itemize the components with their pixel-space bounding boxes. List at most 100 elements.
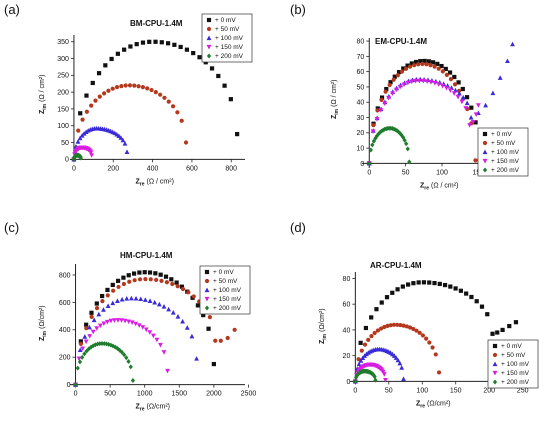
data-point xyxy=(397,360,403,366)
data-point xyxy=(400,284,405,289)
data-point xyxy=(148,277,153,282)
legend-marker xyxy=(204,269,210,275)
data-point xyxy=(100,299,105,304)
x-tick-label: 600 xyxy=(186,165,198,172)
panel-a: (a) BM-CPU-1.4M 0 50 100 150 200 250 300 350 0 200 4… xyxy=(4,2,253,187)
data-point xyxy=(142,297,148,302)
series-0-mV xyxy=(367,58,482,166)
data-point xyxy=(436,82,442,87)
series-100-mV xyxy=(71,125,130,162)
y-tick-label: 0 xyxy=(360,161,364,168)
data-point xyxy=(126,273,131,278)
panel-letter: (a) xyxy=(4,2,20,17)
data-point xyxy=(362,342,368,347)
data-point xyxy=(433,352,438,357)
data-point xyxy=(379,95,385,100)
data-point xyxy=(403,66,409,71)
data-point xyxy=(143,276,148,282)
y-tick-label: 200 xyxy=(59,355,71,362)
data-point xyxy=(424,79,430,84)
data-point xyxy=(147,270,153,275)
data-point xyxy=(122,140,128,146)
series-100-mV xyxy=(352,346,406,384)
data-point xyxy=(102,91,107,96)
data-point xyxy=(150,333,156,339)
data-point xyxy=(444,72,449,77)
data-point xyxy=(170,310,176,315)
data-point xyxy=(154,277,159,282)
legend-entry: + 0 mV xyxy=(213,269,234,276)
data-point xyxy=(137,270,142,275)
data-point xyxy=(191,294,196,299)
data-point xyxy=(374,117,380,122)
data-point xyxy=(495,330,500,335)
data-point xyxy=(407,325,413,330)
y-tick-label: 250 xyxy=(57,73,69,80)
chart-title: EM-CPU-1.4M xyxy=(375,37,427,46)
legend: + 0 mV + 50 mV + 100 mV + 150 mV + 200 mV xyxy=(487,339,539,389)
data-point xyxy=(179,284,185,289)
data-point xyxy=(448,284,453,289)
data-point xyxy=(483,102,489,108)
panel-letter: (b) xyxy=(290,2,306,17)
y-tick-label: 20 xyxy=(356,130,364,137)
data-point xyxy=(404,141,409,147)
data-point xyxy=(89,310,94,315)
data-point xyxy=(110,86,115,91)
data-point xyxy=(97,341,102,347)
data-point xyxy=(383,378,388,383)
data-point xyxy=(93,98,98,103)
data-point xyxy=(474,299,479,304)
y-tick-label: 800 xyxy=(59,272,71,279)
data-point xyxy=(119,318,124,323)
data-point xyxy=(396,70,402,75)
data-point xyxy=(165,41,171,46)
data-point xyxy=(409,79,415,85)
data-point xyxy=(366,337,371,342)
y-tick-label: 80 xyxy=(356,38,364,45)
data-point xyxy=(118,135,124,140)
data-point xyxy=(413,59,419,65)
data-point xyxy=(448,77,454,82)
legend-entry: + 100 mV xyxy=(215,35,244,42)
data-point xyxy=(100,293,105,299)
data-point xyxy=(142,270,147,275)
data-point xyxy=(195,303,201,308)
data-point xyxy=(359,348,364,353)
x-axis-label: Zre (Ω / cm²) xyxy=(420,182,458,191)
data-point xyxy=(456,90,462,96)
data-point xyxy=(407,159,412,165)
data-point xyxy=(432,280,437,286)
data-point xyxy=(358,340,363,345)
data-point xyxy=(89,153,95,158)
data-point xyxy=(158,342,163,348)
data-point xyxy=(435,61,440,66)
data-point xyxy=(78,155,83,161)
panel-b: (b)EM-CPU-1.4M01020304050607080050100150… xyxy=(290,2,529,191)
legend-marker xyxy=(204,278,210,284)
data-point xyxy=(401,66,406,71)
legend-marker xyxy=(204,305,210,311)
data-point xyxy=(122,47,127,52)
data-point xyxy=(110,282,115,288)
data-point xyxy=(164,280,169,285)
data-point xyxy=(370,142,375,148)
x-tick-label: 0 xyxy=(353,387,357,394)
data-point xyxy=(82,334,88,339)
series-50-mV xyxy=(367,61,478,166)
data-point xyxy=(161,303,167,309)
data-point xyxy=(101,307,106,312)
data-point xyxy=(382,324,387,330)
data-point xyxy=(95,341,100,347)
data-point xyxy=(213,338,218,343)
data-point xyxy=(440,83,446,89)
y-tick-label: 100 xyxy=(57,123,69,130)
data-point xyxy=(132,83,137,88)
data-point xyxy=(473,112,479,117)
data-point xyxy=(149,87,154,93)
data-point xyxy=(490,90,496,96)
y-tick-label: 400 xyxy=(59,327,71,334)
data-point xyxy=(128,364,133,370)
data-point xyxy=(114,85,120,90)
data-point xyxy=(170,104,176,109)
